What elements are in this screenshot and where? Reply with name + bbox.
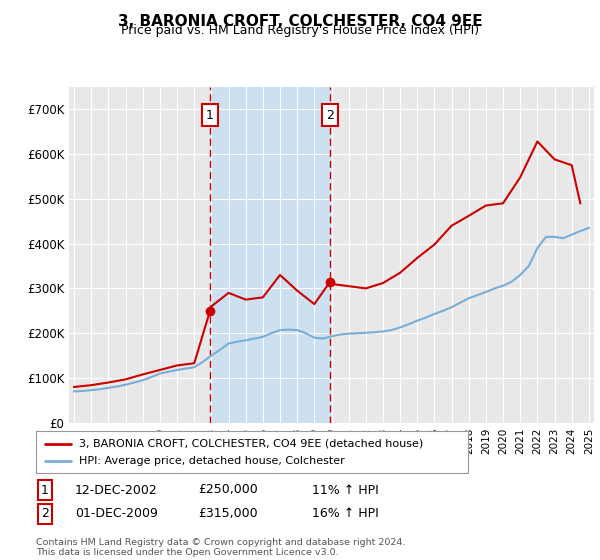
Text: HPI: Average price, detached house, Colchester: HPI: Average price, detached house, Colc… <box>79 456 345 466</box>
Text: 3, BARONIA CROFT, COLCHESTER, CO4 9EE: 3, BARONIA CROFT, COLCHESTER, CO4 9EE <box>118 14 482 29</box>
Text: Price paid vs. HM Land Registry's House Price Index (HPI): Price paid vs. HM Land Registry's House … <box>121 24 479 37</box>
Bar <box>210 87 330 423</box>
Text: £250,000: £250,000 <box>198 483 258 497</box>
Text: 2: 2 <box>41 507 49 520</box>
Text: 2: 2 <box>326 109 334 122</box>
Text: £315,000: £315,000 <box>198 507 257 520</box>
Text: 3, BARONIA CROFT, COLCHESTER, CO4 9EE (detached house): 3, BARONIA CROFT, COLCHESTER, CO4 9EE (d… <box>79 439 424 449</box>
Text: 12-DEC-2002: 12-DEC-2002 <box>75 483 158 497</box>
Text: 16% ↑ HPI: 16% ↑ HPI <box>312 507 379 520</box>
Text: 11% ↑ HPI: 11% ↑ HPI <box>312 483 379 497</box>
Text: 01-DEC-2009: 01-DEC-2009 <box>75 507 158 520</box>
Text: 1: 1 <box>206 109 214 122</box>
Text: 1: 1 <box>41 483 49 497</box>
Text: Contains HM Land Registry data © Crown copyright and database right 2024.
This d: Contains HM Land Registry data © Crown c… <box>36 538 406 557</box>
